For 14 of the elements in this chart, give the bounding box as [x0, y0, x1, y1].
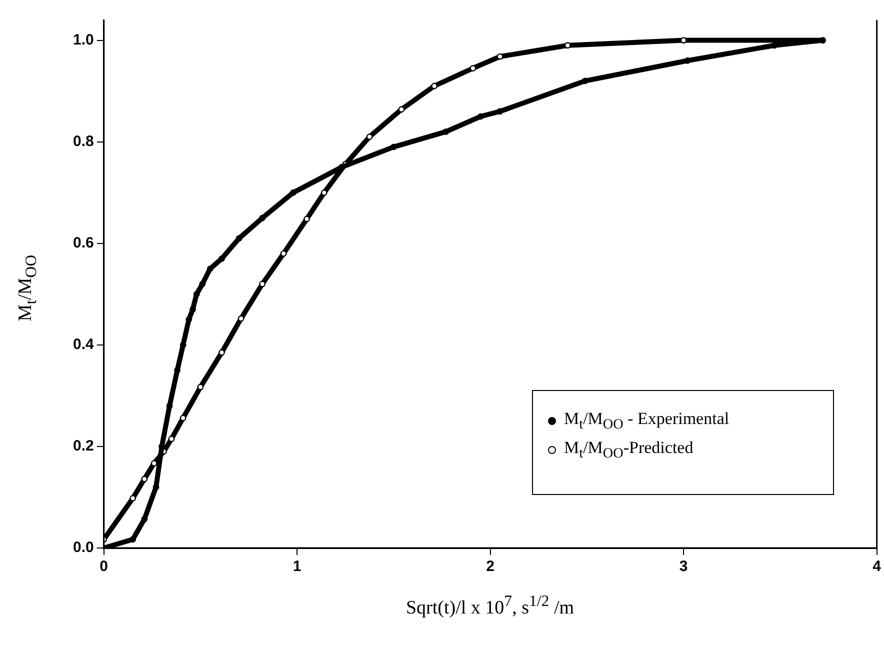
x-tick-label: 3 [679, 558, 688, 576]
y-tick-label: 0.4 [72, 336, 94, 354]
x-tick-label: 0 [100, 558, 108, 576]
x-tick-label: 4 [872, 558, 882, 576]
y-tick-label: 1.0 [72, 31, 94, 48]
legend-label: M$_{t}$/M$_{OO}$-Predicted [564, 438, 694, 462]
legend-label: M$_{t}$/M$_{OO}$ - Experimental [564, 409, 730, 434]
y-tick-label: 0.2 [72, 438, 94, 455]
x-axis-title: Sqrt(t)/l x 10$^{7}$, s$^{1/2}$ /m [404, 593, 576, 620]
x-tick-label: 2 [486, 558, 495, 576]
y-tick-label: 0.8 [72, 132, 94, 150]
x-tick-label: 1 [292, 558, 302, 576]
y-tick-label: 0.6 [72, 234, 94, 252]
y-tick-label: 0.0 [72, 539, 94, 556]
